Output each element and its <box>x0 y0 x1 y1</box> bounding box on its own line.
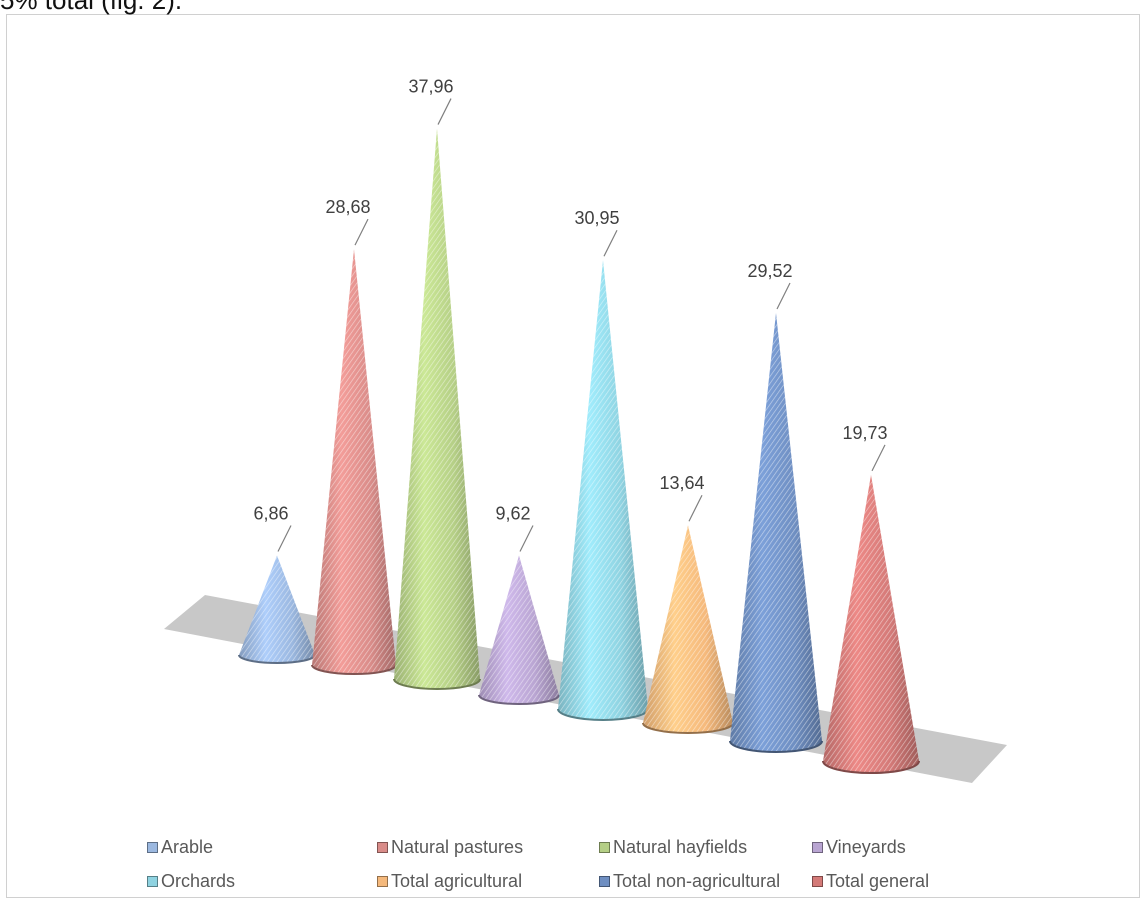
cone-base-rim <box>393 678 481 690</box>
legend-swatch <box>812 875 823 887</box>
data-label-leader <box>776 282 791 310</box>
cone-total-general <box>822 474 920 774</box>
data-label-leader <box>354 218 369 246</box>
data-label-leader <box>871 444 886 472</box>
legend-row-2: Orchards Total agricultural Total non-ag… <box>147 864 1047 897</box>
cone-texture <box>479 555 559 704</box>
cone-texture <box>823 474 919 773</box>
data-label: 13,64 <box>659 473 704 493</box>
legend-label: Total general <box>826 870 930 891</box>
legend-label: Arable <box>161 836 214 857</box>
legend-label: Natural pastures <box>391 836 524 857</box>
legend-swatch <box>599 875 610 887</box>
cone-texture <box>643 525 733 733</box>
cone-base-rim <box>311 664 397 675</box>
legend-item-orchards: Orchards <box>147 871 377 892</box>
data-label-leader <box>519 525 534 552</box>
data-label: 19,73 <box>842 423 887 443</box>
legend-item-arable: Arable <box>147 837 377 858</box>
legend-swatch <box>812 841 823 853</box>
legend-swatch <box>147 875 158 887</box>
cone-base-rim <box>557 708 649 721</box>
legend-item-natural-pastures: Natural pastures <box>377 837 599 858</box>
page-text-fragment: 5% total (fig. 2). <box>0 0 183 15</box>
cone-arable <box>238 555 316 664</box>
cone-vineyards <box>478 555 560 705</box>
data-labels: 6,86 28,68 37,96 9,62 30,95 13,64 29,52 19,73 <box>253 77 888 552</box>
legend-label: Total agricultural <box>391 870 523 891</box>
data-label-leader <box>688 494 703 522</box>
chart-frame: 6,86 28,68 37,96 9,62 30,95 13,64 29,52 19,73 A… <box>6 14 1140 898</box>
cone-natural-hayfields <box>393 128 481 690</box>
cone-total-agricultural <box>642 525 734 734</box>
cone-base-rim <box>822 760 920 774</box>
legend-swatch <box>147 841 158 853</box>
data-label: 9,62 <box>495 504 530 524</box>
legend-item-total-agricultural: Total agricultural <box>377 871 599 892</box>
data-label: 6,86 <box>253 504 288 524</box>
cone-base-rim <box>238 654 316 664</box>
legend-label: Vineyards <box>826 836 906 857</box>
cone-base-rim <box>642 722 734 734</box>
legend: Arable Natural pastures Natural hayfield… <box>147 830 1047 897</box>
legend-row-1: Arable Natural pastures Natural hayfield… <box>147 830 1047 864</box>
data-label: 30,95 <box>574 208 619 228</box>
legend-label: Natural hayfields <box>613 836 748 857</box>
legend-label: Orchards <box>161 870 236 891</box>
cone-texture <box>312 249 396 674</box>
cone-texture <box>394 128 480 689</box>
legend-item-vineyards: Vineyards <box>812 837 906 858</box>
legend-swatch <box>377 841 388 853</box>
data-label: 28,68 <box>325 197 370 217</box>
legend-swatch <box>599 841 610 853</box>
legend-label: Total non-agricultural <box>613 870 781 891</box>
cone-total-non-agricultural <box>729 312 823 753</box>
data-label-leader <box>437 98 452 125</box>
cone-texture <box>558 260 648 720</box>
data-label: 29,52 <box>747 261 792 281</box>
legend-swatch <box>377 875 388 887</box>
cone-texture <box>730 312 822 752</box>
legend-item-total-non-agricultural: Total non-agricultural <box>599 871 812 892</box>
cone-series <box>238 128 920 774</box>
data-label: 37,96 <box>408 77 453 97</box>
cone-orchards <box>557 260 649 721</box>
data-label-leader <box>603 229 618 257</box>
cone-texture <box>239 555 315 663</box>
cone-base-rim <box>729 740 823 753</box>
legend-item-total-general: Total general <box>812 871 929 892</box>
legend-item-natural-hayfields: Natural hayfields <box>599 837 812 858</box>
cone-natural-pastures <box>311 249 397 675</box>
cone-base-rim <box>478 694 560 705</box>
cone-chart: 6,86 28,68 37,96 9,62 30,95 13,64 29,52 19,73 <box>164 77 1007 783</box>
data-label-leader <box>277 525 292 552</box>
